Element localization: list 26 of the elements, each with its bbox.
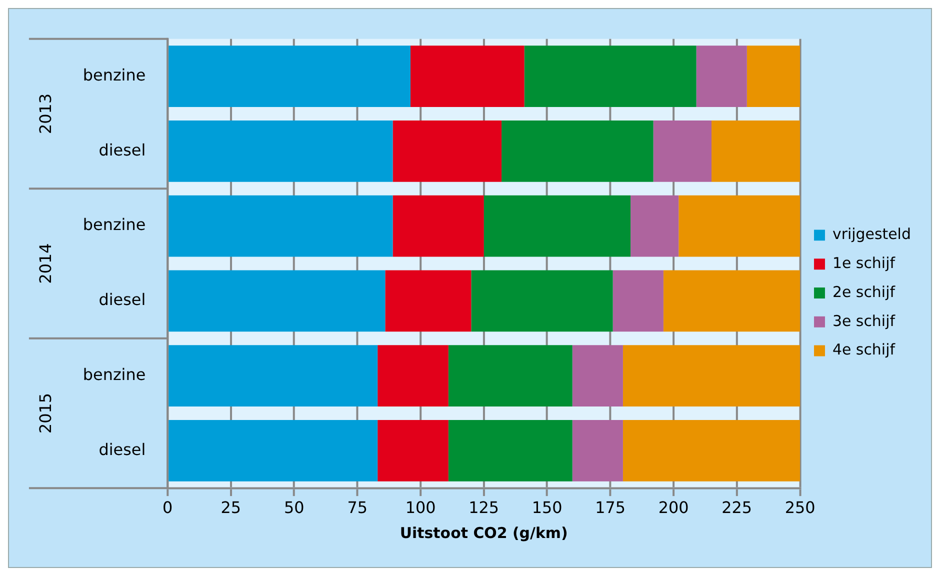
legend-label: 3e schijf: [832, 312, 896, 330]
x-tick-label: 150: [532, 498, 562, 517]
text: 2014: [36, 243, 56, 284]
y-tick-label: diesel: [98, 290, 146, 310]
y-tick-label: diesel: [98, 440, 146, 459]
text: 2015: [36, 392, 56, 434]
x-tick-label: 25: [220, 498, 242, 517]
x-tick-label: 175: [595, 498, 626, 517]
legend-label: vrijgesteld: [832, 225, 911, 244]
x-tick-label: 100: [405, 498, 436, 517]
x-tick-label: 250: [784, 498, 816, 517]
legend-label: 1e schijf: [832, 254, 896, 272]
x-tick-label: 50: [284, 498, 304, 517]
legend-label: 2e schijf: [832, 282, 896, 301]
text: 2013: [36, 93, 56, 134]
y-tick-label: benzine: [82, 65, 146, 84]
y-tick-label: benzine: [82, 364, 146, 384]
y-tick-label: diesel: [98, 140, 146, 160]
x-tick-label: 200: [658, 498, 689, 517]
x-tick-label: 225: [722, 498, 752, 517]
y-tick-label: benzine: [82, 215, 146, 234]
x-tick-label: 75: [347, 498, 368, 517]
x-axis-title: Uitstoot CO2 (g/km): [400, 524, 568, 542]
x-tick-label: 0: [162, 498, 173, 517]
legend-label: 4e schijf: [832, 340, 896, 359]
x-tick-label: 125: [468, 498, 500, 517]
